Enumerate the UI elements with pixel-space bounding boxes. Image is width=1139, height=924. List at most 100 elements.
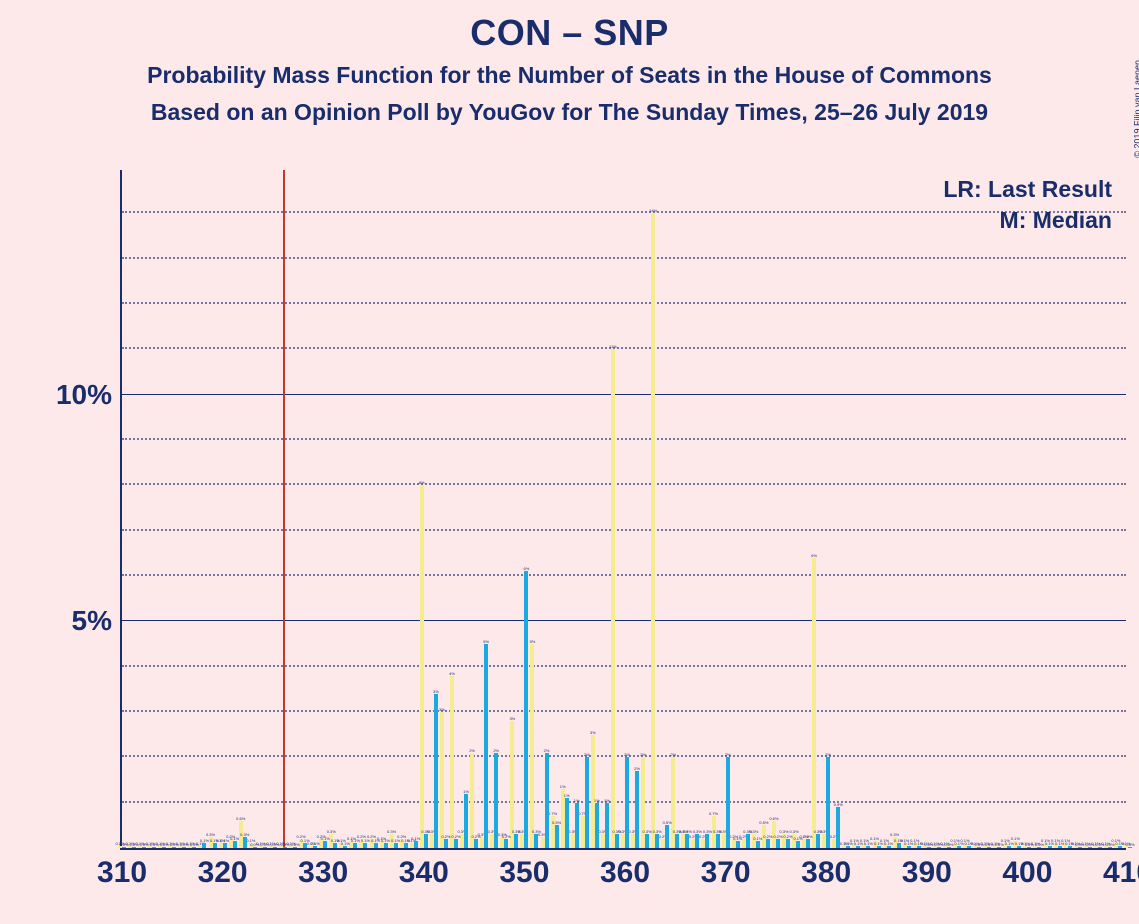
bar: 0.3% [716,834,720,848]
bar: 0.3% [675,834,679,848]
bar: 0.0% [1037,847,1041,848]
bar-value-label: 0.3% [240,832,249,837]
bar-value-label: 0.0% [1035,842,1044,847]
bar-value-label: 0.0% [1025,842,1034,847]
bar-value-label: 2% [493,748,499,753]
bar-value-label: 0.6% [769,816,778,821]
bar-value-label: 4% [449,671,455,676]
x-axis-label: 360 [600,856,650,890]
bar-value-label: 0.2% [502,834,511,839]
bar: 0.2% [454,839,458,848]
bar: 0.1% [967,846,971,848]
bar-value-label: 0.3% [532,829,541,834]
bar: 0.1% [394,843,398,848]
bar-value-label: 0.0% [995,842,1004,847]
bar-value-label: 0.0% [140,842,149,847]
bar-value-label: 0.1% [411,836,420,841]
bar-value-label: 0.1% [220,838,229,843]
bar: 3% [440,712,444,848]
bar-value-label: 0.3% [890,832,899,837]
bar: 0.1% [957,846,961,848]
bar-value-label: 0.2% [472,834,481,839]
bar-value-label: 0.0% [975,842,984,847]
bar: 0.1% [202,843,206,848]
bar: 0.0% [1128,847,1132,848]
bar-value-label: 0.1% [733,836,742,841]
copyright-text: © 2019 Filip van Laenen [1133,60,1139,158]
bar-value-label: 1% [604,798,610,803]
bar-value-label: 0.1% [1045,841,1054,846]
bar-value-label: 0.1% [341,841,350,846]
bar-value-label: 0.1% [753,836,762,841]
bar: 6% [812,558,816,848]
grid-minor [122,302,1126,304]
x-axis-label: 340 [399,856,449,890]
bar: 0.1% [233,841,237,848]
bar: 0.0% [977,847,981,848]
bar-value-label: 0.1% [874,841,883,846]
bar-value-label: 0.1% [864,841,873,846]
bar-value-label: 0.1% [914,841,923,846]
bar-value-label: 0.0% [1085,842,1094,847]
chart-title: CON – SNP [0,0,1139,54]
bar: 0.1% [887,846,891,848]
grid-minor [122,347,1126,349]
bar-value-label: 14% [649,208,657,213]
bar: 0.0% [253,847,257,848]
bar-value-label: 0.7% [548,811,557,816]
bar: 1% [605,803,609,848]
bar-value-label: 8% [419,480,425,485]
bar-value-label: 0.0% [170,842,179,847]
bar-value-label: 2% [640,752,646,757]
grid-minor [122,257,1126,259]
bar: 4% [450,676,454,848]
bar: 0.9% [836,807,840,848]
bar-value-label: 0.0% [985,842,994,847]
bar: 0.0% [182,847,186,848]
bar: 0.1% [1118,846,1122,848]
bar-value-label: 0.1% [884,841,893,846]
bar-value-label: 0.3% [743,829,752,834]
bar-value-label: 1% [594,798,600,803]
bar-value-label: 3% [590,730,596,735]
bar: 0.1% [877,846,881,848]
bar-value-label: 0.0% [260,842,269,847]
bar-value-label: 0.3% [327,829,336,834]
bar: 0.3% [746,834,750,848]
bar: 0.1% [907,846,911,848]
bar-value-label: 0.9% [834,802,843,807]
bar: 2% [545,753,549,848]
legend: LR: Last Result M: Median [943,176,1112,238]
bar-value-label: 0.3% [387,829,396,834]
grid-minor [122,483,1126,485]
plot-area: LR: Last Result M: Median 5%10%310320330… [120,170,1126,850]
bar: 0.3% [243,837,247,848]
bar: 0.1% [323,841,327,848]
bar-value-label: 0.2% [451,834,460,839]
bar: 0.1% [384,843,388,848]
bar: 0.0% [283,847,287,848]
bar-value-label: 1% [560,784,566,789]
bar: 0.3% [705,834,709,848]
bar-value-label: 11% [609,344,617,349]
bar-value-label: 3% [439,707,445,712]
bar: 0.1% [796,841,800,848]
bar-value-label: 0.1% [1015,841,1024,846]
bar-value-label: 0.2% [804,834,813,839]
bar: 0.0% [947,847,951,848]
bar: 0.1% [353,843,357,848]
x-axis-label: 350 [499,856,549,890]
bar: 0.2% [474,839,478,848]
bar-value-label: 0.0% [934,842,943,847]
bar: 2% [826,757,830,848]
bar-value-label: 0.1% [964,841,973,846]
bar-value-label: 0.1% [331,838,340,843]
grid-minor [122,211,1126,213]
bar: 0.3% [816,834,820,848]
bar: 0.0% [1027,847,1031,848]
bar: 0.1% [736,841,740,848]
bar: 1% [565,798,569,848]
bar-value-label: 5% [530,639,536,644]
bar-value-label: 0.3% [683,829,692,834]
chart-subtitle-1: Probability Mass Function for the Number… [0,62,1139,89]
